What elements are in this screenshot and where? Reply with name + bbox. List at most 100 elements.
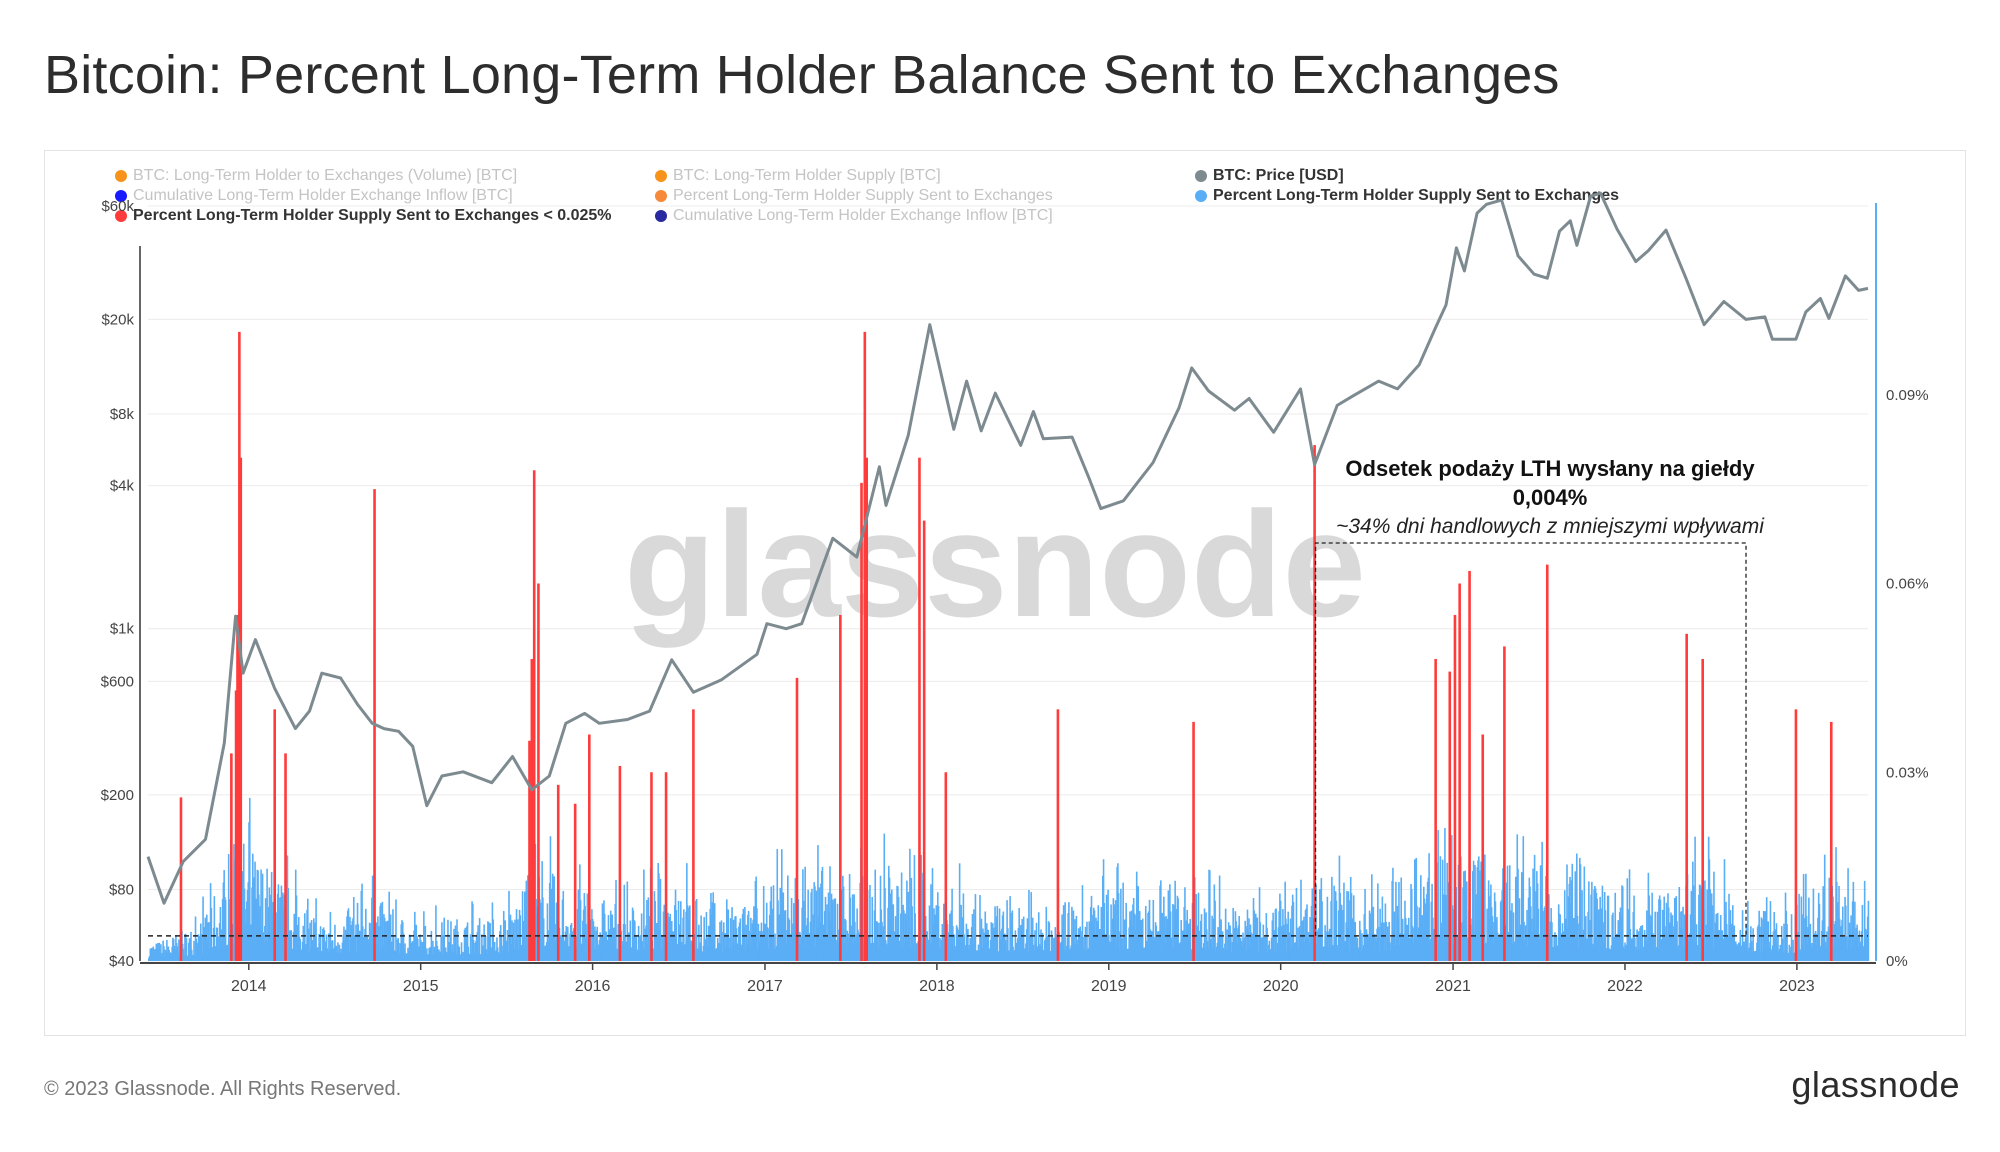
blue-bar <box>178 939 180 961</box>
blue-bar <box>1637 931 1640 961</box>
blue-bar <box>206 914 208 961</box>
blue-bar <box>592 921 595 961</box>
blue-bar <box>447 919 449 961</box>
blue-bar <box>1197 892 1200 961</box>
x-tick-label: 2019 <box>1091 978 1127 995</box>
blue-bar <box>1035 922 1038 961</box>
blue-bar <box>703 917 705 961</box>
blue-bar <box>555 902 558 961</box>
y-left-tick-label: $4k <box>110 478 135 495</box>
blue-bar <box>1711 905 1714 961</box>
blue-bar <box>334 924 336 961</box>
legend-label: BTC: Long-Term Holder to Exchanges (Volu… <box>133 167 518 184</box>
blue-bar <box>319 926 322 961</box>
blue-bar <box>1723 859 1726 961</box>
blue-bar <box>725 899 728 961</box>
blue-bar <box>1300 879 1302 961</box>
blue-bar <box>1200 914 1203 961</box>
blue-bar <box>1517 868 1519 961</box>
blue-bar <box>1161 912 1164 961</box>
legend-item[interactable]: BTC: Long-Term Holder to Exchanges (Volu… <box>115 167 517 185</box>
blue-bar <box>1295 887 1298 961</box>
blue-bar <box>826 904 828 961</box>
blue-bar <box>302 925 305 961</box>
blue-bar <box>1709 889 1711 961</box>
blue-bar <box>1137 886 1140 961</box>
blue-bar <box>605 931 608 961</box>
blue-bar <box>782 892 785 961</box>
red-spike-bar <box>1434 659 1437 961</box>
red-spike-bar <box>230 753 233 961</box>
blue-bar <box>1651 892 1653 961</box>
blue-bar <box>1437 830 1439 961</box>
blue-bar <box>1122 882 1124 961</box>
legend-label: Cumulative Long-Term Holder Exchange Inf… <box>673 207 1053 224</box>
blue-bar <box>1656 911 1659 961</box>
x-tick-label: 2018 <box>919 978 955 995</box>
legend-label: BTC: Long-Term Holder Supply [BTC] <box>673 167 941 184</box>
chart-canvas: glassnode $40 $80 $200 $600 $1k $4k $8k $20k $60k… <box>101 191 1929 995</box>
blue-bar <box>667 917 670 961</box>
blue-bar <box>385 921 387 961</box>
blue-bar <box>1769 901 1772 961</box>
blue-bar <box>906 880 908 961</box>
blue-bar <box>1574 871 1577 961</box>
blue-bar <box>1738 942 1740 961</box>
legend-item[interactable]: Percent Long-Term Holder Supply Sent to … <box>115 207 612 225</box>
red-spike-bar <box>1056 709 1060 961</box>
blue-bar <box>646 900 648 961</box>
blue-bar <box>971 914 974 961</box>
blue-bar <box>1579 864 1582 961</box>
blue-bar <box>680 901 682 961</box>
blue-bar <box>377 926 380 961</box>
blue-bar <box>478 918 481 961</box>
blue-bar <box>695 898 698 961</box>
blue-bar <box>1581 890 1583 961</box>
blue-bar <box>689 905 691 961</box>
legend-item[interactable]: Percent Long-Term Holder Supply Sent to … <box>1195 187 1619 205</box>
blue-bar <box>1232 908 1234 961</box>
blue-bar <box>347 908 350 961</box>
red-spike-bar <box>588 734 591 961</box>
blue-bar <box>937 905 940 961</box>
blue-bar <box>1667 907 1670 961</box>
blue-bar <box>565 925 568 961</box>
blue-bar <box>1783 923 1785 961</box>
blue-bar <box>712 892 715 961</box>
blue-bar <box>1465 881 1468 961</box>
blue-bar <box>303 913 306 961</box>
blue-bar <box>1041 932 1044 961</box>
blue-bar <box>744 907 746 961</box>
legend-item[interactable]: BTC: Long-Term Holder Supply [BTC] <box>655 167 941 185</box>
blue-bar <box>1801 914 1803 961</box>
blue-bar <box>1418 907 1421 961</box>
blue-bar <box>1177 898 1179 961</box>
blue-bar <box>559 935 562 961</box>
blue-bar <box>472 939 475 961</box>
blue-bar <box>931 868 934 961</box>
blue-bar <box>713 903 716 961</box>
blue-bar <box>261 873 264 961</box>
legend-dot-icon <box>115 210 127 222</box>
red-spike-bar <box>795 677 799 961</box>
legend-item[interactable]: Cumulative Long-Term Holder Exchange Inf… <box>115 187 513 205</box>
legend-item[interactable]: Cumulative Long-Term Holder Exchange Inf… <box>655 207 1053 225</box>
blue-bar <box>814 886 816 961</box>
blue-bar <box>1533 854 1536 961</box>
blue-bar <box>1450 835 1453 961</box>
legend-item[interactable]: BTC: Price [USD] <box>1195 167 1344 185</box>
legend-dot-icon <box>1195 170 1207 182</box>
blue-bar <box>1809 923 1812 961</box>
blue-bar <box>338 944 341 961</box>
blue-bar <box>1512 912 1515 961</box>
blue-bar <box>1347 891 1350 961</box>
blue-bar <box>980 918 983 961</box>
legend-dot-icon <box>115 170 127 182</box>
chart-legend: BTC: Long-Term Holder to Exchanges (Volu… <box>115 167 1675 237</box>
legend-item[interactable]: Percent Long-Term Holder Supply Sent to … <box>655 187 1053 205</box>
red-spike-bar <box>860 482 863 961</box>
blue-bar <box>626 881 629 961</box>
blue-bar <box>876 922 879 961</box>
blue-bar <box>1030 892 1033 961</box>
x-tick-label: 2015 <box>403 978 439 995</box>
